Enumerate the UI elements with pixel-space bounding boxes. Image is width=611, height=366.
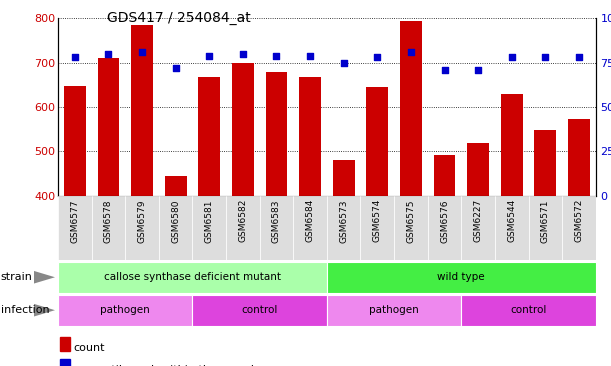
Text: GSM6573: GSM6573 (339, 199, 348, 243)
Point (171, 65, 181, 71)
Text: GSM6584: GSM6584 (306, 199, 315, 242)
Text: GSM6581: GSM6581 (205, 199, 214, 243)
Bar (58, 262, 327, 293)
Bar (165, 176, 186, 196)
Bar (434, 154, 455, 196)
Bar (501, 94, 522, 196)
Point (338, 60, 348, 66)
Text: GSM6544: GSM6544 (507, 199, 516, 242)
Text: GSM6580: GSM6580 (171, 199, 180, 243)
Text: count: count (73, 343, 105, 353)
Bar (226, 196, 260, 260)
Text: GDS417 / 254084_at: GDS417 / 254084_at (107, 11, 251, 25)
Bar (327, 262, 596, 293)
Bar (562, 196, 596, 260)
Bar (394, 196, 428, 260)
Text: GSM6572: GSM6572 (574, 199, 584, 242)
Bar (360, 196, 394, 260)
Text: GSM6571: GSM6571 (541, 199, 550, 243)
Bar (58, 295, 192, 326)
Bar (199, 77, 220, 196)
Point (507, 55, 517, 60)
Bar (299, 77, 321, 196)
Polygon shape (34, 304, 55, 317)
Point (574, 55, 584, 60)
Polygon shape (34, 271, 55, 284)
Point (474, 67, 483, 73)
Text: GSM6579: GSM6579 (137, 199, 147, 243)
Bar (333, 160, 354, 196)
Text: control: control (510, 305, 547, 315)
Point (70, 55, 79, 60)
Text: GSM6227: GSM6227 (474, 199, 483, 242)
Text: infection: infection (1, 305, 49, 315)
Bar (64, 86, 86, 196)
Bar (131, 25, 153, 196)
Bar (92, 196, 125, 260)
Text: GSM6575: GSM6575 (406, 199, 415, 243)
Bar (125, 196, 159, 260)
Point (406, 49, 416, 55)
Point (373, 55, 382, 60)
Point (137, 49, 147, 55)
Text: GSM6574: GSM6574 (373, 199, 382, 242)
Text: GSM6582: GSM6582 (238, 199, 247, 242)
Point (204, 53, 214, 59)
Text: pathogen: pathogen (100, 305, 150, 315)
Bar (461, 196, 495, 260)
Text: percentile rank within the sample: percentile rank within the sample (73, 365, 261, 366)
Point (272, 53, 282, 59)
Text: pathogen: pathogen (369, 305, 419, 315)
Bar (232, 63, 254, 196)
Text: wild type: wild type (437, 272, 485, 282)
Bar (293, 196, 327, 260)
Bar (428, 196, 461, 260)
Point (305, 53, 315, 59)
Bar (529, 196, 562, 260)
Bar (260, 196, 293, 260)
Point (541, 55, 551, 60)
Bar (327, 295, 461, 326)
Bar (535, 130, 556, 196)
Bar (467, 143, 489, 196)
Text: control: control (241, 305, 278, 315)
Bar (60, 359, 70, 366)
Point (104, 51, 114, 57)
Bar (192, 295, 327, 326)
Bar (192, 196, 226, 260)
Text: strain: strain (1, 272, 32, 282)
Bar (568, 119, 590, 196)
Bar (367, 87, 388, 196)
Text: GSM6577: GSM6577 (70, 199, 79, 243)
Bar (159, 196, 192, 260)
Point (440, 67, 450, 73)
Text: GSM6576: GSM6576 (440, 199, 449, 243)
Bar (327, 196, 360, 260)
Text: GSM6578: GSM6578 (104, 199, 113, 243)
Bar (58, 196, 92, 260)
Bar (461, 295, 596, 326)
Bar (495, 196, 529, 260)
Bar (400, 21, 422, 196)
Bar (60, 337, 70, 351)
Bar (98, 58, 119, 196)
Text: GSM6583: GSM6583 (272, 199, 281, 243)
Point (238, 51, 248, 57)
Bar (266, 72, 287, 196)
Text: callose synthase deficient mutant: callose synthase deficient mutant (104, 272, 281, 282)
